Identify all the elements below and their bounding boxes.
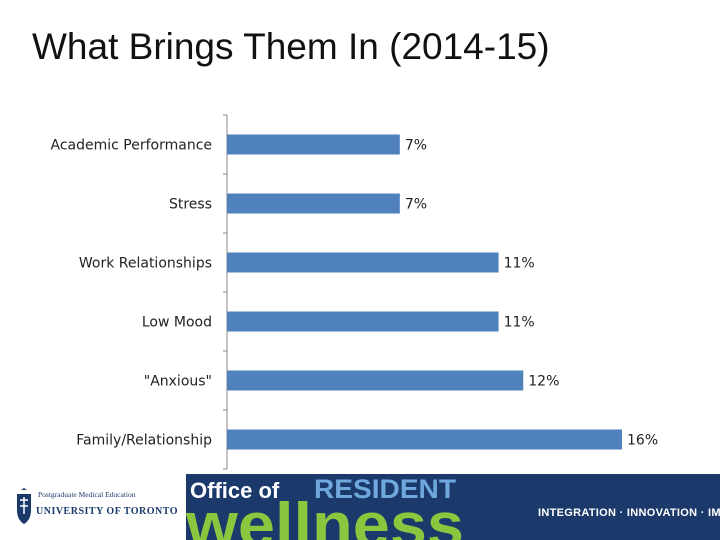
category-label: Family/Relationship <box>76 433 212 449</box>
office-of-resident-wellness-logo: Office of RESIDENT wellness <box>186 474 464 540</box>
uoft-crest-icon <box>17 488 31 524</box>
bars <box>227 134 622 450</box>
slide-title: What Brings Them In (2014-15) <box>32 26 550 67</box>
bar <box>227 193 400 214</box>
value-labels: 7% 7% 11% 11% 12% 16% <box>405 138 658 449</box>
value-label: 7% <box>405 138 427 154</box>
value-label: 11% <box>504 315 535 331</box>
pgme-label: Postgraduate Medical Education <box>38 490 136 499</box>
category-label: Work Relationships <box>79 256 212 272</box>
category-label: "Anxious" <box>144 374 212 390</box>
footer-band <box>186 474 720 540</box>
value-label: 16% <box>627 433 658 449</box>
bar-chart: Academic Performance Stress Work Relations… <box>51 114 658 470</box>
bar <box>227 134 400 155</box>
category-label: Academic Performance <box>51 138 213 154</box>
bar <box>227 429 622 450</box>
footer: Postgraduate Medical Education UNIVERSIT… <box>0 474 720 540</box>
category-label: Low Mood <box>142 315 212 331</box>
tagline: INTEGRATION · INNOVATION · IMPACT <box>538 507 720 519</box>
logo-wellness: wellness <box>186 491 464 540</box>
uoft-label: UNIVERSITY OF TORONTO <box>36 506 179 517</box>
logo-office-of: Office of <box>190 478 280 503</box>
bar <box>227 311 499 332</box>
value-label: 7% <box>405 197 427 213</box>
category-labels: Academic Performance Stress Work Relations… <box>51 138 213 449</box>
bar <box>227 252 499 273</box>
logo-resident: RESIDENT <box>314 474 457 504</box>
category-label: Stress <box>169 197 212 213</box>
uoft-logo-area: Postgraduate Medical Education UNIVERSIT… <box>0 474 186 540</box>
value-label: 12% <box>528 374 559 390</box>
value-label: 11% <box>504 256 535 272</box>
y-axis-ticks <box>223 114 227 470</box>
bar <box>227 370 524 391</box>
